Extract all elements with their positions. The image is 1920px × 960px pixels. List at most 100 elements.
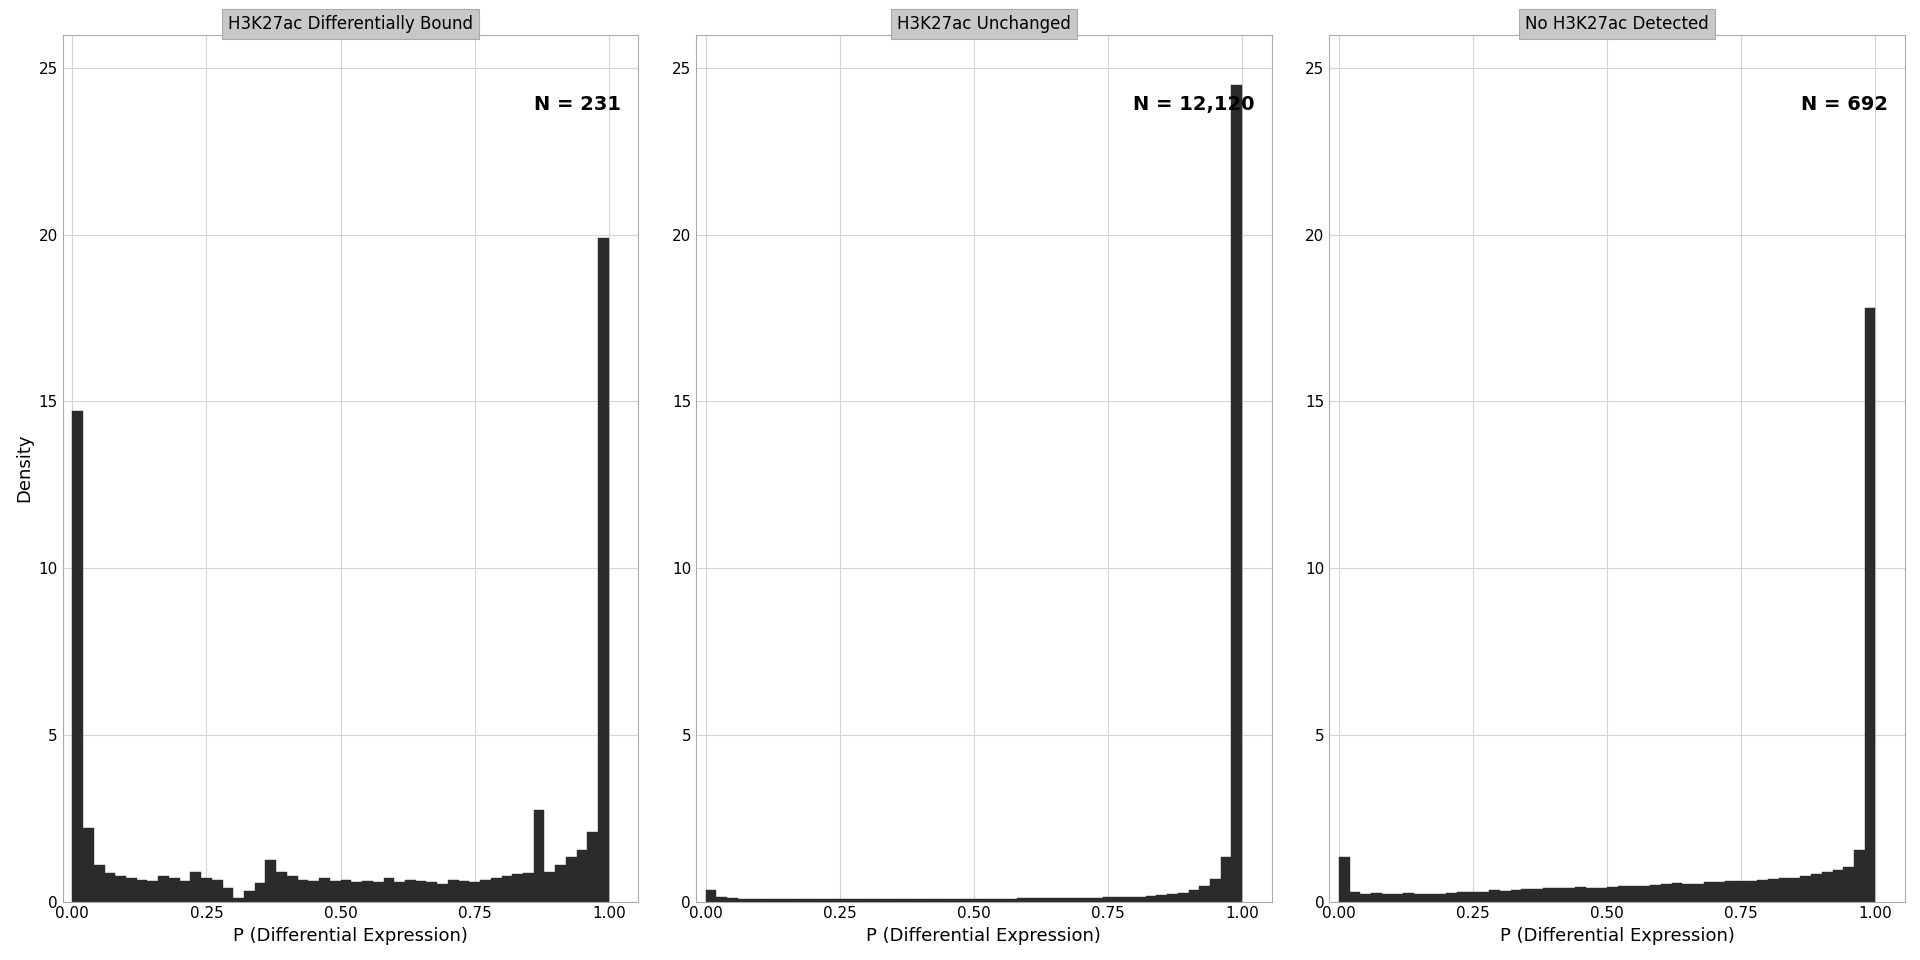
Bar — [1338, 856, 1350, 901]
Bar — [1757, 880, 1768, 901]
Bar — [1039, 899, 1048, 901]
Bar — [1544, 888, 1553, 901]
Bar — [340, 880, 351, 901]
Bar — [1500, 891, 1511, 901]
Bar — [1726, 881, 1736, 901]
Bar — [1511, 890, 1521, 901]
Text: N = 692: N = 692 — [1801, 95, 1887, 114]
Bar — [941, 899, 952, 901]
Bar — [1628, 885, 1640, 901]
Bar — [995, 899, 1006, 901]
Bar — [1392, 895, 1404, 901]
Bar — [372, 882, 384, 901]
Bar — [309, 881, 319, 901]
Bar — [737, 899, 749, 901]
Bar — [803, 900, 812, 901]
Bar — [1490, 890, 1500, 901]
Bar — [1843, 867, 1855, 901]
Bar — [1231, 84, 1242, 901]
Bar — [1619, 885, 1628, 901]
Bar — [1789, 877, 1801, 901]
Bar — [1135, 897, 1146, 901]
Bar — [1596, 888, 1607, 901]
Bar — [136, 880, 148, 901]
Bar — [276, 872, 286, 901]
Bar — [405, 880, 417, 901]
Bar — [576, 850, 588, 901]
Title: No H3K27ac Detected: No H3K27ac Detected — [1524, 15, 1709, 33]
Bar — [1467, 892, 1478, 901]
X-axis label: P (Differential Expression): P (Differential Expression) — [866, 927, 1102, 945]
Bar — [856, 900, 866, 901]
Title: H3K27ac Differentially Bound: H3K27ac Differentially Bound — [228, 15, 472, 33]
Bar — [223, 888, 234, 901]
Bar — [812, 900, 824, 901]
Bar — [1167, 895, 1177, 901]
Bar — [824, 900, 835, 901]
Bar — [1006, 899, 1018, 901]
Bar — [447, 880, 459, 901]
Bar — [964, 899, 973, 901]
Bar — [1586, 888, 1596, 901]
Bar — [1801, 876, 1811, 901]
Bar — [899, 900, 910, 901]
Bar — [1200, 886, 1210, 901]
Bar — [1822, 873, 1832, 901]
Bar — [202, 878, 211, 901]
Bar — [758, 900, 770, 901]
Bar — [1413, 895, 1425, 901]
Bar — [1018, 899, 1027, 901]
Bar — [1114, 898, 1123, 901]
Bar — [1768, 879, 1780, 901]
Bar — [1832, 870, 1843, 901]
Bar — [1146, 896, 1156, 901]
Bar — [234, 898, 244, 901]
Bar — [438, 884, 447, 901]
Bar — [1457, 892, 1467, 901]
Bar — [115, 876, 127, 901]
Bar — [716, 897, 728, 901]
Bar — [319, 878, 330, 901]
Title: H3K27ac Unchanged: H3K27ac Unchanged — [897, 15, 1071, 33]
Bar — [148, 881, 157, 901]
Bar — [1661, 884, 1672, 901]
Bar — [1382, 895, 1392, 901]
Bar — [501, 876, 513, 901]
Bar — [1521, 889, 1532, 901]
Bar — [1060, 898, 1071, 901]
Bar — [599, 238, 609, 901]
Bar — [1715, 882, 1726, 901]
Bar — [1682, 884, 1693, 901]
Bar — [1425, 895, 1436, 901]
Bar — [1607, 887, 1619, 901]
Bar — [791, 900, 803, 901]
Bar — [1081, 898, 1092, 901]
Bar — [513, 875, 522, 901]
Bar — [781, 900, 791, 901]
Bar — [973, 899, 985, 901]
Bar — [835, 900, 845, 901]
Bar — [104, 874, 115, 901]
Bar — [889, 900, 899, 901]
Bar — [83, 828, 94, 901]
Bar — [566, 856, 576, 901]
Bar — [1747, 881, 1757, 901]
Bar — [255, 883, 265, 901]
Bar — [1649, 885, 1661, 901]
Bar — [1027, 899, 1039, 901]
Bar — [94, 865, 104, 901]
Bar — [127, 877, 136, 901]
Bar — [845, 900, 856, 901]
Bar — [920, 900, 931, 901]
Bar — [286, 876, 298, 901]
Bar — [1436, 895, 1446, 901]
Bar — [1532, 889, 1544, 901]
Bar — [931, 899, 941, 901]
Bar — [588, 831, 599, 901]
Bar — [1780, 877, 1789, 901]
Bar — [351, 882, 363, 901]
Bar — [1102, 898, 1114, 901]
Bar — [1693, 884, 1703, 901]
Bar — [877, 900, 889, 901]
Bar — [1210, 879, 1221, 901]
